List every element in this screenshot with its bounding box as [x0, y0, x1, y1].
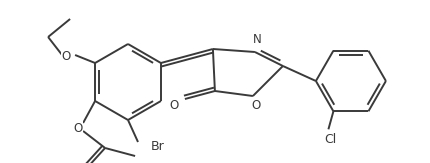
Text: Br: Br: [150, 140, 164, 153]
Text: N: N: [252, 34, 261, 46]
Text: Cl: Cl: [323, 133, 336, 146]
Text: O: O: [73, 121, 83, 134]
Text: O: O: [61, 51, 71, 64]
Text: O: O: [251, 99, 260, 112]
Text: O: O: [169, 99, 178, 112]
